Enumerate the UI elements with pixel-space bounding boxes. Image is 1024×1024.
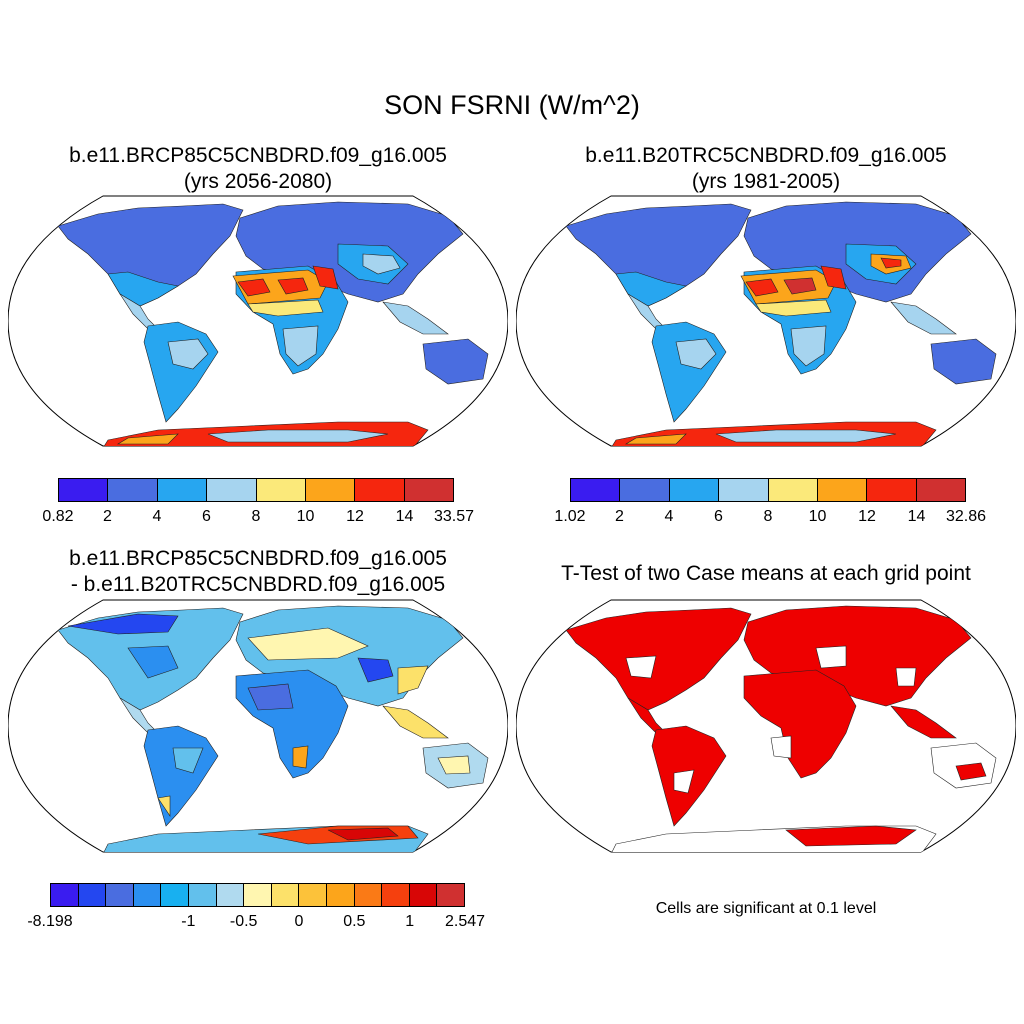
cb1-swatch: [355, 479, 405, 501]
cb3-swatch: [188, 884, 217, 906]
cb2-swatch: [817, 479, 868, 501]
panel1-title-line1: b.e11.BRCP85C5CNBDRD.f09_g16.005: [69, 144, 447, 167]
cb3-swatch: [299, 884, 327, 906]
panel2-title: b.e11.B20TRC5CNBDRD.f09_g16.005 (yrs 198…: [516, 143, 1016, 195]
cb1-swatch: [59, 479, 109, 501]
cb1-label: 12: [346, 508, 364, 525]
cb2-swatch: [620, 479, 670, 501]
cb2-label: 2: [615, 508, 624, 525]
cb3-swatch: [78, 884, 107, 906]
cb2-label: 4: [664, 508, 674, 525]
cb3-swatch: [161, 884, 189, 906]
australia: [930, 338, 997, 385]
cb1-swatch: [305, 479, 356, 501]
cb3-label: 0: [294, 913, 304, 930]
cb1-swatch: [207, 479, 257, 501]
colorbar-panel2: [570, 478, 966, 502]
cb3-swatch: [244, 884, 272, 906]
cb1-label: 8: [251, 508, 261, 525]
panel1-title-line2: (yrs 2056-2080): [183, 170, 333, 193]
north-america: [565, 203, 752, 307]
cb1-swatch: [108, 479, 158, 501]
cb2-swatch: [719, 479, 769, 501]
cb2-label: 6: [714, 508, 723, 525]
cb3-swatch: [409, 884, 438, 906]
cb1-swatch: [157, 479, 208, 501]
cb3-swatch: [382, 884, 410, 906]
main-title: SON FSRNI (W/m^2): [384, 90, 640, 120]
cb3-swatch: [326, 884, 355, 906]
north-america: [57, 203, 244, 307]
cb1-swatch: [256, 479, 306, 501]
cb2-label: 8: [763, 508, 773, 525]
southeast-asia: [890, 705, 957, 739]
cb3-swatch: [437, 884, 464, 906]
australia: [422, 338, 489, 385]
cb1-label: 2: [103, 508, 112, 525]
cb2-label: 10: [808, 508, 827, 525]
panel4-map: [516, 599, 1016, 853]
panel2-title-line1: b.e11.B20TRC5CNBDRD.f09_g16.005: [585, 144, 947, 167]
cb2-swatch: [571, 479, 621, 501]
cb3-label: 0.5: [343, 913, 366, 930]
cb1-label: 6: [202, 508, 211, 525]
cb3-swatch: [106, 884, 134, 906]
panel1-title: b.e11.BRCP85C5CNBDRD.f09_g16.005 (yrs 20…: [8, 143, 508, 195]
panel3-title-line1: b.e11.BRCP85C5CNBDRD.f09_g16.005: [69, 547, 447, 570]
cb1-label: 33.57: [433, 508, 475, 525]
cb1-label: 0.82: [42, 508, 74, 525]
panel3-title: b.e11.BRCP85C5CNBDRD.f09_g16.005 - b.e11…: [8, 546, 508, 598]
panel2-map: [516, 195, 1016, 447]
cb3-swatch: [133, 884, 162, 906]
cb2-label: 1.02: [554, 508, 586, 525]
cb2-swatch: [867, 479, 917, 501]
cb3-label: 1: [405, 913, 415, 930]
cb1-label: 10: [296, 508, 315, 525]
cb3-swatch: [51, 884, 79, 906]
significance-note: Cells are significant at 0.1 level: [655, 900, 877, 917]
cb2-swatch: [768, 479, 818, 501]
panel4-title: T-Test of two Case means at each grid po…: [561, 562, 971, 585]
cb2-label: 12: [858, 508, 876, 525]
cb2-label: 14: [907, 508, 926, 525]
cb3-swatch: [271, 884, 300, 906]
southeast-asia: [382, 301, 449, 335]
cb2-swatch: [669, 479, 720, 501]
southeast-asia: [890, 301, 957, 335]
cb3-swatch: [354, 884, 383, 906]
cb3-label: -1: [181, 913, 196, 930]
africa: [743, 669, 857, 779]
colorbar-panel3: [50, 883, 465, 907]
southeast-asia: [382, 705, 449, 739]
cb3-swatch: [216, 884, 245, 906]
cb1-label: 4: [152, 508, 162, 525]
colorbar-panel1: [58, 478, 454, 502]
cb1-swatch: [404, 479, 453, 501]
cb3-label: -8.198: [27, 913, 73, 930]
cb2-label: 32.86: [945, 508, 987, 525]
north-america: [565, 607, 752, 711]
panel2-title-line2: (yrs 1981-2005): [691, 170, 841, 193]
cb3-label: 2.547: [444, 913, 486, 930]
panel3-map: [8, 599, 508, 853]
cb2-swatch: [916, 479, 965, 501]
cb1-label: 14: [395, 508, 414, 525]
panel1-map: [8, 195, 508, 447]
cb3-label: -0.5: [229, 913, 258, 930]
panel3-title-line2: - b.e11.B20TRC5CNBDRD.f09_g16.005: [70, 573, 446, 596]
